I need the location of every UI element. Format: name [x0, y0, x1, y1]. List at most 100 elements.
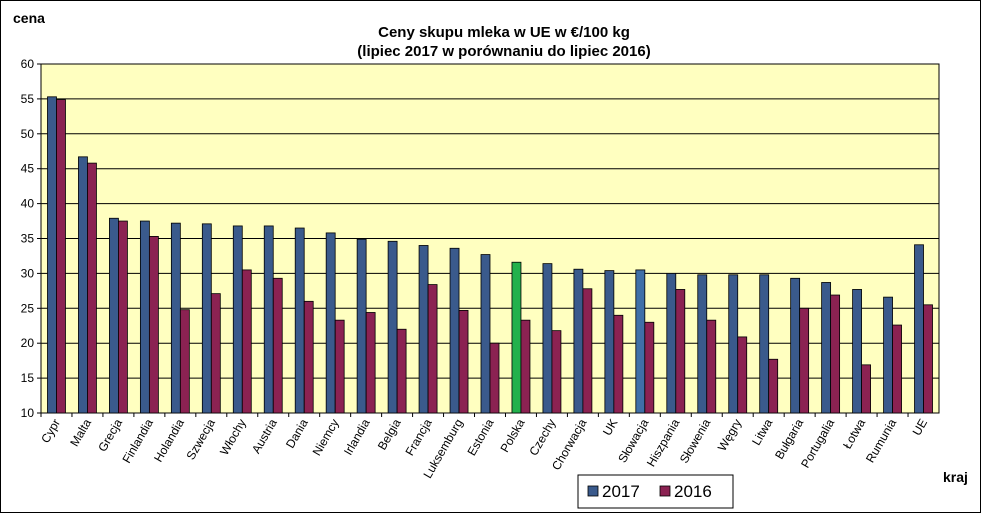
bar-2016 — [706, 319, 717, 414]
bar-2016 — [210, 293, 221, 414]
chart-subtitle: (lipiec 2017 w porównaniu do lipiec 2016… — [357, 43, 650, 60]
bar-2016 — [737, 336, 748, 414]
category-label: Austria — [249, 416, 280, 456]
y-tick-label: 60 — [21, 57, 35, 71]
bar-2016 — [520, 319, 531, 414]
bar-2017 — [883, 296, 893, 414]
category-label: Łotwa — [840, 416, 868, 451]
category-label: Czechy — [526, 417, 558, 459]
bar-2017 — [728, 274, 739, 414]
y-tick-label: 45 — [21, 162, 35, 176]
bar-2016 — [303, 300, 314, 414]
bar-2016 — [272, 277, 283, 414]
y-tick-label: 50 — [21, 127, 35, 141]
bar-2017 — [635, 269, 646, 414]
y-tick-label: 25 — [21, 301, 35, 315]
bar-2017 — [232, 225, 243, 414]
category-label: Cypr — [38, 417, 63, 446]
legend-label-2016: 2016 — [674, 482, 712, 501]
category-label: Belgia — [375, 416, 404, 452]
category-label: Estonia — [464, 416, 496, 458]
y-tick-label: 55 — [21, 92, 35, 106]
bar-2017 — [47, 96, 57, 414]
bar-2017 — [666, 272, 677, 414]
category-label: Słowenia — [677, 416, 714, 465]
category-label: Rumunia — [863, 416, 899, 465]
bar-2016 — [427, 284, 438, 414]
category-label: Włochy — [217, 417, 249, 458]
bar-2016 — [489, 342, 500, 414]
bar-2017 — [418, 245, 429, 414]
bar-2017 — [759, 274, 770, 414]
category-label: Węgry — [715, 417, 744, 454]
category-label: Malta — [67, 416, 94, 449]
category-label: Niemcy — [310, 417, 342, 459]
bar-2016 — [334, 319, 345, 414]
bar-2017 — [449, 247, 460, 414]
legend: 2017 2016 — [577, 474, 734, 509]
category-label: Bułgaria — [772, 416, 806, 461]
bar-2017 — [170, 222, 181, 414]
bar-2017 — [790, 277, 801, 414]
bar-2017 — [201, 223, 212, 414]
bar-2016 — [830, 294, 841, 414]
y-tick-label: 35 — [21, 232, 35, 246]
legend-swatch-2017 — [587, 485, 599, 497]
bar-2016 — [613, 314, 624, 414]
bar-2016 — [582, 288, 593, 414]
y-tick-label: 40 — [21, 197, 35, 211]
category-label: Dania — [283, 416, 311, 450]
legend-label-2017: 2017 — [602, 482, 640, 501]
bar-2016 — [799, 307, 810, 414]
bar-2016 — [87, 162, 97, 414]
bar-2016 — [892, 324, 902, 414]
bar-2016 — [861, 364, 871, 414]
legend-box — [577, 474, 734, 509]
bar-2016 — [118, 220, 128, 414]
bar-2016 — [675, 289, 686, 414]
category-label: UK — [600, 417, 620, 438]
y-tick-label: 20 — [21, 336, 35, 350]
bar-2017 — [821, 282, 832, 414]
y-tick-label: 15 — [21, 371, 35, 385]
category-label: Litwa — [749, 416, 775, 448]
y-axis-title: cena — [13, 10, 45, 26]
bar-2016 — [56, 99, 66, 414]
bar-2016 — [768, 358, 779, 414]
chart-title: Ceny skupu mleka w UE w €/100 kg — [378, 24, 630, 41]
legend-swatch-2016 — [659, 485, 671, 497]
bar-2017 — [573, 268, 584, 414]
bar-2017 — [263, 225, 274, 414]
bar-2016 — [365, 312, 376, 414]
bar-2017 — [604, 270, 615, 414]
bar-2016 — [551, 330, 562, 414]
category-label: Grecja — [95, 416, 125, 454]
bar-2017 — [914, 244, 924, 414]
category-label: Polska — [497, 416, 527, 454]
bar-2016 — [923, 304, 933, 414]
category-label: UE — [910, 417, 930, 438]
bar-2017 — [852, 289, 862, 414]
bar-2017 — [480, 254, 491, 414]
bar-2017 — [356, 238, 367, 414]
bar-2017 — [387, 240, 398, 414]
bar-2016 — [458, 309, 469, 414]
bar-2017 — [697, 274, 708, 414]
bar-2016 — [179, 309, 190, 414]
y-tick-label: 10 — [21, 406, 35, 420]
bar-2017 — [109, 217, 119, 414]
y-tick-label: 30 — [21, 266, 35, 280]
bar-2016 — [644, 321, 655, 414]
bar-2016 — [241, 269, 252, 414]
bar-2016 — [396, 328, 407, 414]
category-label: Szwecja — [183, 416, 218, 462]
category-label: Francja — [403, 416, 435, 458]
bar-2017 — [78, 156, 88, 414]
category-label: Irlandia — [341, 416, 373, 457]
category-label: Holandia — [151, 416, 187, 464]
bar-2017 — [325, 232, 336, 414]
bar-2017 — [139, 220, 150, 414]
